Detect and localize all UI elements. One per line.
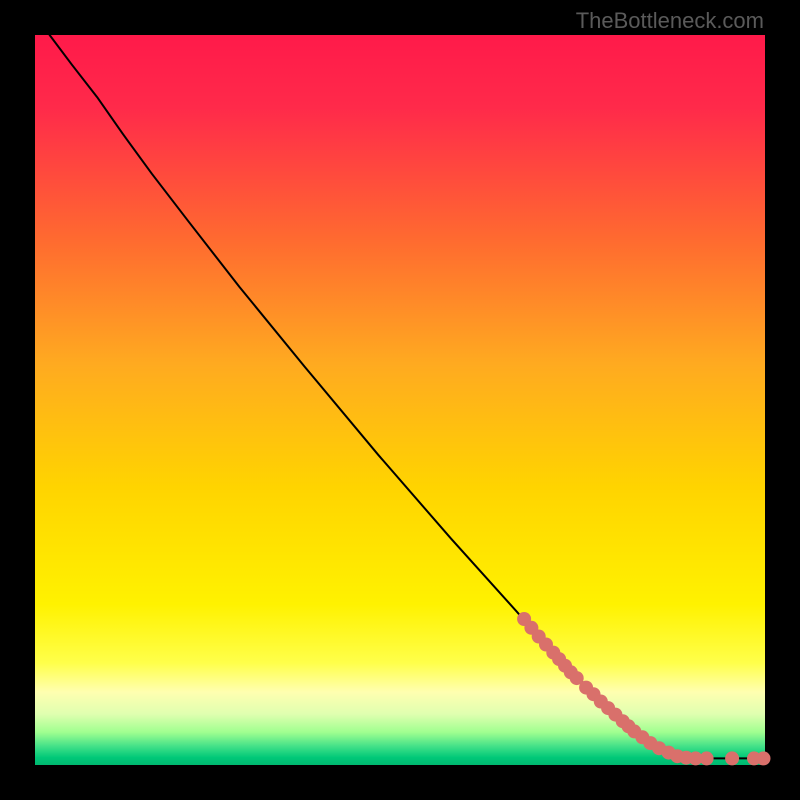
- chart-container: TheBottleneck.com: [0, 0, 800, 800]
- watermark-label: TheBottleneck.com: [576, 8, 764, 34]
- curve-chart: [0, 0, 800, 800]
